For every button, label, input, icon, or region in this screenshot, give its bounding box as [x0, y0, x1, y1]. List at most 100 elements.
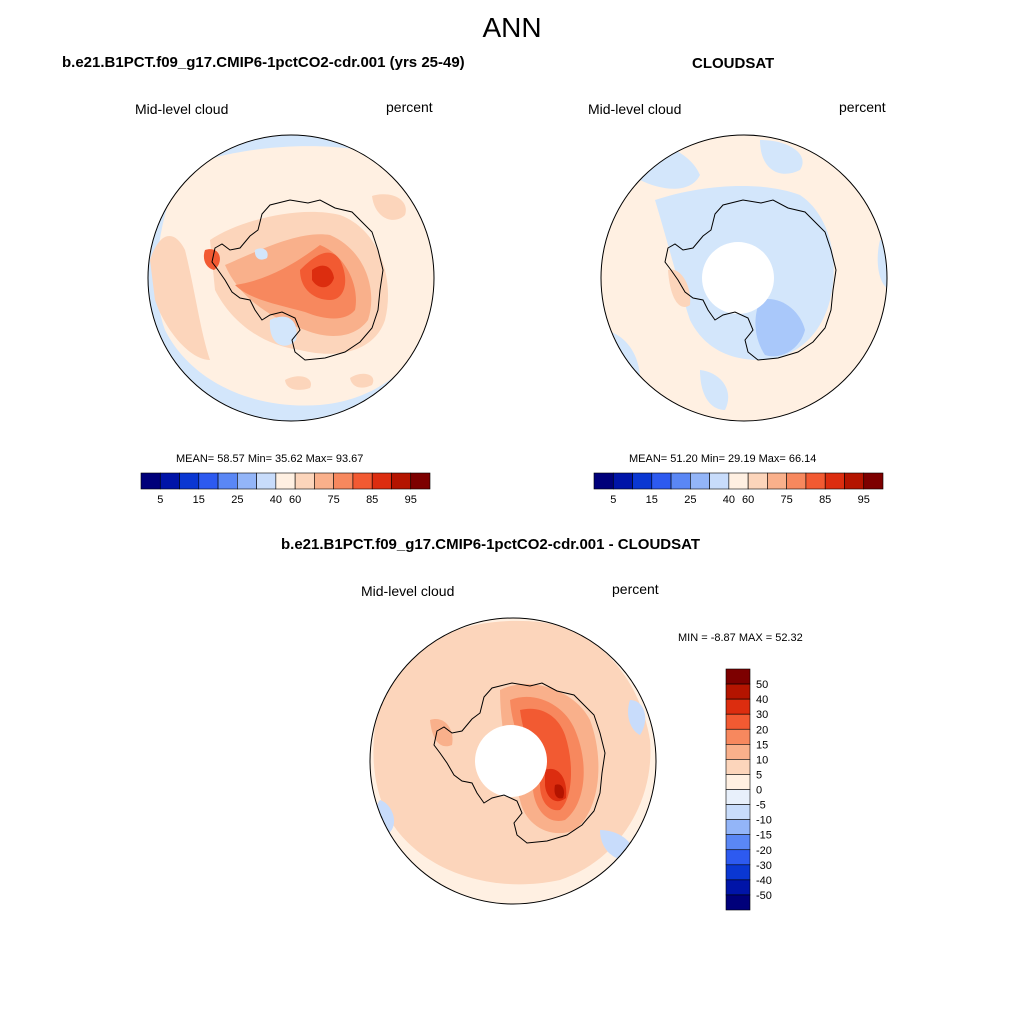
colorbar-model-tick-label: 5: [157, 494, 163, 506]
colorbar-diff-swatch: [725, 744, 751, 760]
colorbar-model: 5 15 25 40 60 75 85 95: [140, 472, 431, 506]
colorbar-diff-tick-label: -15: [756, 830, 772, 842]
colorbar-obs-swatch: [670, 472, 691, 490]
colorbar-obs-swatch: [747, 472, 768, 490]
map-model-border: [147, 134, 435, 422]
colorbar-model-swatch: [198, 472, 219, 490]
colorbar-obs-swatch: [632, 472, 653, 490]
panel1-variable-label: Mid-level cloud: [135, 101, 229, 117]
map-diff-coastline: [433, 682, 606, 844]
colorbar-model-swatch: [179, 472, 200, 490]
colorbar-model-tick-label: 95: [405, 494, 417, 506]
colorbar-model-swatch: [371, 472, 392, 490]
colorbar-model-tick-label: 85: [366, 494, 378, 506]
colorbar-diff-tick-label: 10: [756, 754, 768, 766]
colorbar-obs-swatch: [593, 472, 614, 490]
colorbar-diff-tick-label: 40: [756, 694, 768, 706]
colorbar-obs-swatch: [651, 472, 672, 490]
colorbar-obs-tick-label: 5: [610, 494, 616, 506]
colorbar-diff-tick-label: 0: [756, 785, 762, 797]
colorbar-obs-tick-label: 95: [858, 494, 870, 506]
colorbar-diff-swatch: [725, 819, 751, 835]
figure-title: ANN: [482, 12, 542, 43]
map-model-coastline: [211, 199, 384, 361]
map-model: [147, 134, 435, 422]
colorbar-diff-swatch: [725, 849, 751, 866]
panel2-units-label: percent: [839, 99, 886, 115]
colorbar-obs-swatch: [612, 472, 633, 490]
colorbar-obs-swatch: [690, 472, 710, 490]
map-obs-missing-data: [702, 242, 774, 314]
colorbar-diff-swatch: [725, 864, 751, 881]
colorbar-model-swatch: [275, 472, 296, 490]
colorbar-model-swatch: [352, 472, 373, 490]
colorbar-diff-swatch: [725, 728, 751, 745]
colorbar-diff-swatch: [725, 698, 751, 715]
colorbar-diff-swatch: [725, 834, 751, 851]
colorbar-diff-swatch: [725, 894, 751, 911]
colorbar-obs-swatch: [767, 472, 787, 490]
colorbar-obs-swatch: [863, 472, 884, 490]
colorbar-diff-tick-label: -50: [756, 890, 772, 902]
colorbar-model-swatch: [159, 472, 180, 490]
colorbar-obs-swatch: [824, 472, 845, 490]
colorbar-diff-swatch: [725, 759, 751, 775]
colorbar-diff-tick-label: -30: [756, 860, 772, 872]
colorbar-diff-swatch: [725, 804, 751, 820]
map-diff-missing-data: [475, 725, 547, 797]
colorbar-model-tick-label: 15: [193, 494, 205, 506]
colorbar-model-swatch: [256, 472, 277, 490]
panel2-variable-label: Mid-level cloud: [588, 101, 682, 117]
colorbar-model-tick-label: 25: [231, 494, 243, 506]
panel3-units-label: percent: [612, 581, 659, 597]
colorbar-diff-tick-label: -10: [756, 815, 772, 827]
panel1-title: b.e21.B1PCT.f09_g17.CMIP6-1pctCO2-cdr.00…: [62, 54, 465, 71]
colorbar-model-swatch: [140, 472, 161, 490]
colorbar-diff-tick-label: -20: [756, 845, 772, 857]
colorbar-model-swatch: [391, 472, 412, 490]
colorbar-obs-swatch: [844, 472, 865, 490]
colorbar-diff-tick-label: 20: [756, 724, 768, 736]
panel3-title: b.e21.B1PCT.f09_g17.CMIP6-1pctCO2-cdr.00…: [281, 536, 701, 553]
colorbar-diff-swatch: [725, 713, 751, 730]
colorbar-obs-tick-label: 25: [684, 494, 696, 506]
panel1-stats: MEAN= 58.57 Min= 35.62 Max= 93.67: [176, 453, 364, 465]
map-diff-border: [369, 617, 657, 905]
colorbar-obs-swatch: [728, 472, 749, 490]
colorbar-obs: 5 15 25 40 60 75 85 95: [593, 472, 884, 506]
colorbar-model-swatch: [333, 472, 354, 490]
colorbar-diff-swatch: [725, 789, 751, 805]
map-obs: [600, 134, 888, 422]
colorbar-obs-tick-label: 15: [646, 494, 658, 506]
colorbar-diff-tick-label: 5: [756, 769, 762, 781]
colorbar-model-swatch: [237, 472, 257, 490]
colorbar-obs-tick-label: 75: [781, 494, 793, 506]
colorbar-obs-tick-label: 60: [742, 494, 754, 506]
colorbar-obs-tick-label: 40: [723, 494, 735, 506]
colorbar-diff-swatch: [725, 879, 751, 896]
colorbar-model-swatch: [410, 472, 431, 490]
colorbar-diff-tick-label: -40: [756, 875, 772, 887]
colorbar-diff-swatch: [725, 668, 751, 685]
colorbar-model-swatch: [217, 472, 238, 490]
colorbar-model-tick-label: 40: [270, 494, 282, 506]
colorbar-diff-tick-label: 15: [756, 739, 768, 751]
colorbar-diff-tick-label: -5: [756, 800, 766, 812]
panel3-stats: MIN = -8.87 MAX = 52.32: [678, 632, 803, 644]
map-obs-coastline: [664, 199, 837, 361]
colorbar-diff-swatch: [725, 683, 751, 700]
map-obs-border: [600, 134, 888, 422]
colorbar-diff-tick-label: 30: [756, 709, 768, 721]
map-diff: [369, 617, 657, 905]
panel3-variable-label: Mid-level cloud: [361, 583, 455, 599]
panel2-title: CLOUDSAT: [692, 55, 775, 72]
panel1-units-label: percent: [386, 99, 433, 115]
colorbar-model-tick-label: 60: [289, 494, 301, 506]
colorbar-diff-tick-label: 50: [756, 679, 768, 691]
colorbar-diff-swatch: [725, 774, 751, 790]
colorbar-obs-swatch: [805, 472, 826, 490]
colorbar-obs-tick-label: 85: [819, 494, 831, 506]
colorbar-model-swatch: [314, 472, 334, 490]
